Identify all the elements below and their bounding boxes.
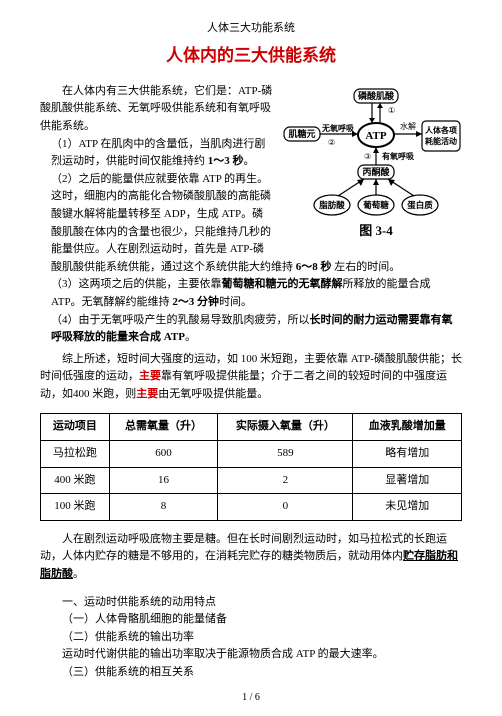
diagram-label-n2: ②: [328, 138, 335, 147]
item2-bold: 6～8 秒: [296, 261, 332, 273]
summary-suffix: 由无氧呼吸提供能量。: [158, 388, 268, 400]
section-1-3: （三）供能系统的相互关系: [40, 664, 462, 682]
diagram-label-n1: ①: [388, 106, 395, 115]
item3-suffix: 时间。: [219, 296, 252, 308]
diagram-label-left: 肌糖元: [287, 128, 315, 139]
table-row: 100 米跑 8 0 未见增加: [41, 494, 462, 521]
col-0: 运动项目: [41, 414, 110, 441]
section-1-1: （一）人体骨骼肌细胞的能量储备: [40, 611, 462, 629]
document-page: 人体三大功能系统 人体内的三大供能系统 磷酸肌酸 ATP ① 肌糖元: [0, 0, 502, 716]
cell: 0: [218, 494, 353, 521]
item3-bold2: 2～3 分钟: [172, 296, 219, 308]
item3-bold1: 葡萄糖和糖元的无氧酵解: [222, 278, 343, 290]
diagram-label-top: 磷酸肌酸: [358, 90, 395, 101]
item1-suffix: 。: [244, 155, 255, 167]
diagram-label-edge-bottom: 有氧呼吸: [382, 151, 414, 161]
summary-bold1: 主要: [139, 370, 161, 382]
col-2: 实际摄入氧量（升）: [218, 414, 353, 441]
diagram-caption: 图 3-4: [359, 223, 393, 238]
after-table-prefix: 人在剧烈运动呼吸底物主要是糖。但在长时间剧烈运动时，如马拉松式的长跑运动，人体内…: [40, 533, 447, 563]
cell: 600: [109, 441, 218, 468]
table-row: 马拉松跑 600 589 略有增加: [41, 441, 462, 468]
section-1-2: （二）供能系统的输出功率: [40, 629, 462, 647]
item4-suffix: 。: [185, 331, 196, 343]
diagram-label-br: 蛋白质: [407, 200, 433, 210]
item3-prefix: （3）这两项之后的供能，主要依靠: [51, 278, 222, 290]
cell: 400 米跑: [41, 467, 110, 494]
item-3: （3）这两项之后的供能，主要依靠葡萄糖和糖元的无氧酵解所释放的能量合成 ATP。…: [40, 276, 462, 311]
cell: 100 米跑: [41, 494, 110, 521]
after-table-suffix: 。: [73, 568, 84, 580]
header-small: 人体三大功能系统: [40, 20, 462, 38]
page-title: 人体内的三大供能系统: [40, 42, 462, 69]
diagram-label-hydro: 水解: [400, 121, 416, 131]
table-row: 400 米跑 16 2 显著增加: [41, 467, 462, 494]
section-1-2-body: 运动时代谢供能的输出功率取决于能源物质合成 ATP 的最大速率。: [40, 646, 462, 664]
item2-prefix: （2）之后的能量供应就要依靠 ATP 的再生。这时，细胞内的高能化合物磷酸肌酸的…: [51, 173, 296, 273]
data-table: 运动项目 总需氧量（升） 实际摄入氧量（升） 血液乳酸增加量 马拉松跑 600 …: [40, 413, 462, 520]
diagram-figure: 磷酸肌酸 ATP ① 肌糖元 无氧呼吸 ② 人体各项: [282, 87, 462, 254]
diagram-label-n3: ③: [364, 152, 371, 161]
diagram-label-right1: 人体各项: [425, 125, 457, 135]
col-1: 总需氧量（升）: [109, 414, 218, 441]
cell: 8: [109, 494, 218, 521]
diagram-label-mid: 丙酮酸: [362, 166, 390, 177]
diagram-label-atp: ATP: [365, 130, 386, 142]
diagram-label-right2: 耗能活动: [425, 136, 457, 146]
col-3: 血液乳酸增加量: [353, 414, 462, 441]
table-header-row: 运动项目 总需氧量（升） 实际摄入氧量（升） 血液乳酸增加量: [41, 414, 462, 441]
item-4: （4）由于无氧呼吸产生的乳酸易导致肌肉疲劳，所以长时间的耐力运动需要靠有氧呼吸释…: [40, 312, 462, 347]
content-wrap: 磷酸肌酸 ATP ① 肌糖元 无氧呼吸 ② 人体各项: [40, 83, 462, 347]
summary-bold2: 主要: [136, 388, 158, 400]
cell: 589: [218, 441, 353, 468]
cell: 显著增加: [353, 467, 462, 494]
energy-diagram-svg: 磷酸肌酸 ATP ① 肌糖元 无氧呼吸 ② 人体各项: [282, 87, 462, 247]
item1-bold: 1～3 秒: [208, 155, 244, 167]
cell: 2: [218, 467, 353, 494]
cell: 略有增加: [353, 441, 462, 468]
paragraph-after-table: 人在剧烈运动呼吸底物主要是糖。但在长时间剧烈运动时，如马拉松式的长跑运动，人体内…: [40, 531, 462, 584]
diagram-label-bm: 葡萄糖: [362, 200, 389, 210]
section-1-heading: 一、运动时供能系统的动用特点: [40, 594, 462, 612]
item2-suffix: 左右的时间。: [332, 261, 401, 273]
page-footer: 1 / 6: [40, 690, 462, 706]
item4-prefix: （4）由于无氧呼吸产生的乳酸易导致肌肉疲劳，所以: [51, 314, 310, 326]
cell: 未见增加: [353, 494, 462, 521]
cell: 16: [109, 467, 218, 494]
cell: 马拉松跑: [41, 441, 110, 468]
diagram-label-bl: 脂肪酸: [318, 200, 345, 210]
diagram-label-edge-top: 无氧呼吸: [321, 123, 354, 133]
summary-paragraph: 综上所述，短时间大强度的运动，如 100 米短跑，主要依靠 ATP-磷酸肌酸供能…: [40, 351, 462, 404]
